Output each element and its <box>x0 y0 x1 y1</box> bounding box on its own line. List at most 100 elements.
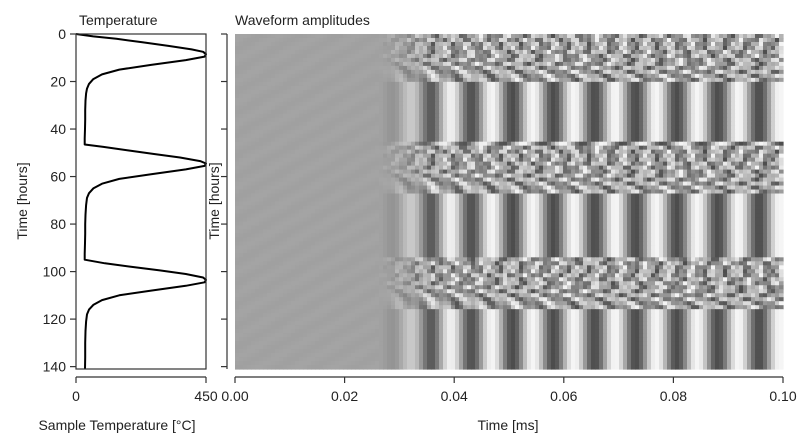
heatmap-cell <box>639 90 644 95</box>
heatmap-cell <box>395 174 400 179</box>
heatmap-cell <box>555 138 560 143</box>
heatmap-cell <box>275 78 280 83</box>
heatmap-cell <box>479 110 484 115</box>
heatmap-cell <box>471 170 476 175</box>
heatmap-cell <box>491 146 496 151</box>
heatmap-cell <box>727 94 732 99</box>
heatmap-cell <box>411 106 416 111</box>
heatmap-cell <box>475 58 480 63</box>
heatmap-cell <box>311 42 316 47</box>
heatmap-cell <box>687 82 692 87</box>
heatmap-cell <box>259 174 264 179</box>
heatmap-cell <box>723 154 728 159</box>
heatmap-cell <box>271 166 276 171</box>
heatmap-cell <box>315 58 320 63</box>
heatmap-cell <box>235 110 240 115</box>
heatmap-cell <box>291 38 296 43</box>
heatmap-cell <box>699 34 704 39</box>
heatmap-cell <box>483 114 488 119</box>
heatmap-cell <box>403 158 408 163</box>
heatmap-cell <box>343 70 348 75</box>
heatmap-cell <box>775 70 780 75</box>
heatmap-cell <box>267 54 272 59</box>
heatmap-cell <box>235 34 240 39</box>
heatmap-cell <box>631 106 636 111</box>
heatmap-cell <box>287 106 292 111</box>
heatmap-cell <box>571 174 576 179</box>
heatmap-cell <box>375 46 380 51</box>
heatmap-cell <box>627 134 632 139</box>
heatmap-cell <box>359 142 364 147</box>
heatmap-cell <box>515 134 520 139</box>
heatmap-cell <box>455 46 460 51</box>
heatmap-cell <box>767 70 772 75</box>
heatmap-cell <box>455 154 460 159</box>
heatmap-cell <box>731 102 736 107</box>
heatmap-cell <box>571 90 576 95</box>
heatmap-cell <box>771 170 776 175</box>
heatmap-cell <box>559 42 564 47</box>
heatmap-cell <box>291 114 296 119</box>
heatmap-cell <box>735 66 740 71</box>
heatmap-cell <box>311 114 316 119</box>
heatmap-cell <box>255 82 260 87</box>
heatmap-cell <box>675 42 680 47</box>
heatmap-cell <box>731 126 736 131</box>
heatmap-cell <box>651 158 656 163</box>
heatmap-cell <box>627 78 632 83</box>
heatmap-cell <box>263 50 268 55</box>
heatmap-cell <box>763 150 768 155</box>
heatmap-cell <box>535 66 540 71</box>
heatmap-cell <box>323 138 328 143</box>
heatmap-cell <box>535 174 540 179</box>
heatmap-cell <box>555 58 560 63</box>
heatmap-cell <box>663 82 668 87</box>
heatmap-cell <box>687 166 692 171</box>
heatmap-cell <box>495 138 500 143</box>
heatmap-cell <box>611 110 616 115</box>
heatmap-cell <box>411 174 416 179</box>
heatmap-cell <box>307 78 312 83</box>
heatmap-cell <box>519 66 524 71</box>
heatmap-cell <box>627 146 632 151</box>
heatmap-cell <box>307 166 312 171</box>
heatmap-cell <box>507 38 512 43</box>
heatmap-cell <box>259 106 264 111</box>
heatmap-cell <box>275 158 280 163</box>
heatmap-cell <box>539 74 544 79</box>
heatmap-cell <box>303 98 308 103</box>
heatmap-cell <box>407 70 412 75</box>
heatmap-cell <box>279 178 284 183</box>
heatmap-cell <box>635 90 640 95</box>
heatmap-cell <box>519 50 524 55</box>
heatmap-cell <box>459 138 464 143</box>
heatmap-cell <box>287 70 292 75</box>
heatmap-cell <box>611 122 616 127</box>
heatmap-cell <box>731 50 736 55</box>
heatmap-cell <box>435 70 440 75</box>
heatmap-cell <box>583 70 588 75</box>
heatmap-cell <box>515 174 520 179</box>
heatmap-cell <box>287 50 292 55</box>
heatmap-cell <box>303 122 308 127</box>
heatmap-cell <box>363 46 368 51</box>
heatmap-cell <box>583 166 588 171</box>
heatmap-cell <box>675 54 680 59</box>
heatmap-cell <box>475 150 480 155</box>
heatmap-cell <box>727 142 732 147</box>
heatmap-cell <box>471 66 476 71</box>
heatmap-cell <box>387 42 392 47</box>
heatmap-cell <box>403 154 408 159</box>
heatmap-cell <box>603 158 608 163</box>
heatmap-cell <box>691 158 696 163</box>
heatmap-cell <box>535 142 540 147</box>
heatmap-cell <box>303 58 308 63</box>
heatmap-cell <box>319 170 324 175</box>
heatmap-cell <box>691 42 696 47</box>
heatmap-cell <box>731 82 736 87</box>
heatmap-cell <box>475 38 480 43</box>
heatmap-cell <box>591 42 596 47</box>
heatmap-cell <box>667 150 672 155</box>
heatmap-cell <box>279 170 284 175</box>
heatmap-cell <box>615 170 620 175</box>
